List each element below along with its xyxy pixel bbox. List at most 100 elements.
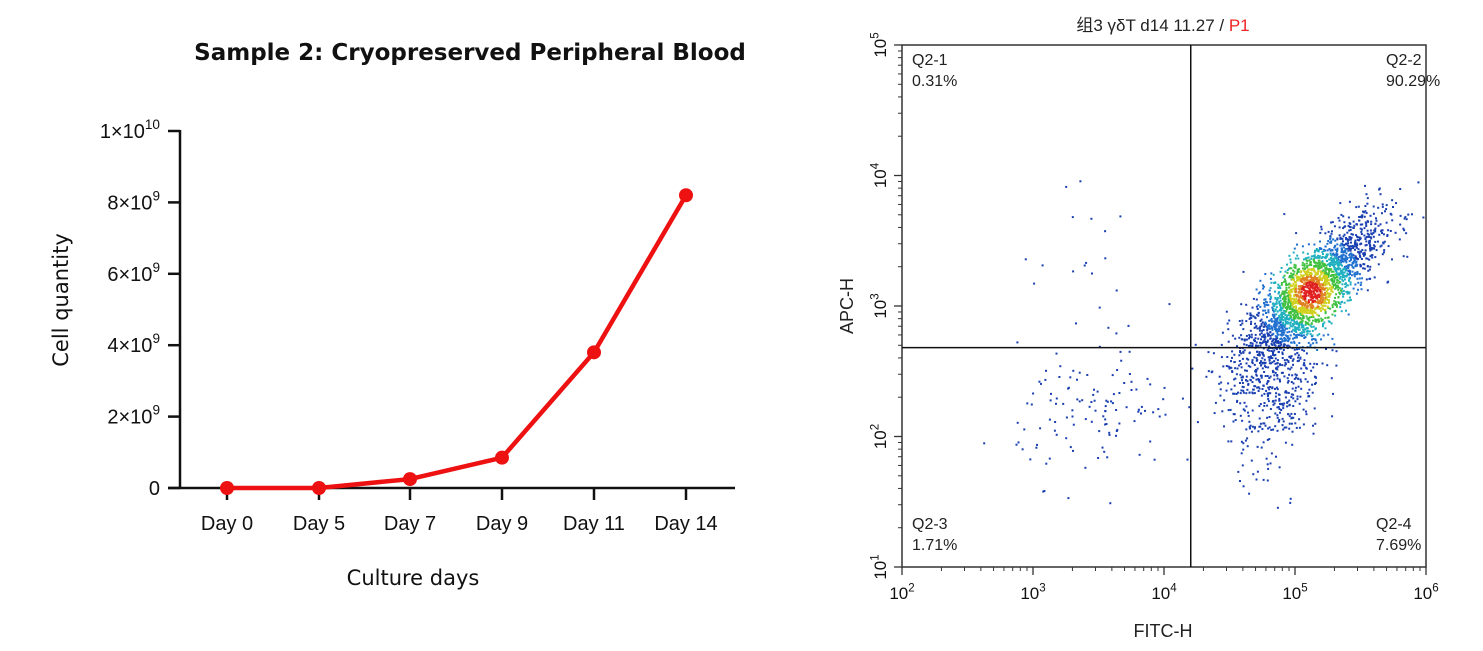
event-dot: [1319, 240, 1321, 243]
event-dot: [1205, 375, 1208, 378]
event-dot: [1363, 267, 1366, 270]
event-dot: [1333, 343, 1336, 346]
event-dot: [1312, 309, 1315, 312]
event-dot: [1379, 223, 1382, 226]
event-dot: [1284, 307, 1287, 309]
event-dot: [1325, 287, 1328, 290]
event-dot: [1300, 295, 1303, 298]
event-dot: [1335, 275, 1338, 278]
event-dot: [1281, 357, 1284, 359]
event-dot: [1260, 360, 1262, 363]
event-dot: [1164, 413, 1167, 416]
event-dot: [1262, 287, 1265, 290]
event-dot: [1336, 258, 1338, 261]
event-dot: [1298, 317, 1301, 320]
event-dot: [1039, 427, 1042, 430]
event-dot: [1320, 283, 1323, 286]
event-dot: [1273, 315, 1276, 318]
event-dot: [1318, 263, 1321, 266]
event-dot: [1305, 277, 1308, 279]
event-dot: [1348, 254, 1351, 256]
event-dot: [1278, 418, 1281, 421]
event-dot: [1288, 308, 1291, 310]
event-dot: [1323, 265, 1325, 268]
event-dot: [1254, 333, 1257, 336]
event-dot: [1322, 334, 1325, 337]
event-dot: [1331, 230, 1333, 233]
event-dot: [1266, 438, 1269, 441]
event-dot: [1304, 273, 1307, 276]
event-dot: [1261, 353, 1264, 356]
event-dot: [1345, 238, 1348, 241]
event-dot: [1291, 319, 1294, 322]
event-dot: [1281, 338, 1284, 341]
event-dot: [1342, 293, 1345, 296]
event-dot: [1300, 326, 1303, 329]
event-dot: [1242, 270, 1245, 273]
event-dot: [1101, 446, 1104, 449]
event-dot: [1238, 354, 1241, 357]
event-dot: [1320, 278, 1323, 281]
event-dot: [1309, 303, 1311, 306]
event-dot: [1372, 235, 1375, 238]
event-dot: [1312, 267, 1315, 270]
event-dot: [1320, 338, 1322, 341]
event-dot: [1319, 299, 1322, 302]
event-dot: [1354, 255, 1357, 258]
event-dot: [1342, 257, 1345, 260]
event-dot: [1302, 334, 1305, 337]
event-dot: [1308, 330, 1311, 333]
event-dot: [1282, 304, 1285, 307]
event-dot: [1254, 340, 1256, 342]
event-dot: [1275, 386, 1278, 389]
event-dot: [1299, 308, 1302, 311]
event-dot: [1323, 256, 1326, 259]
event-dot: [1242, 328, 1245, 331]
event-dot: [1317, 262, 1319, 265]
event-dot: [1286, 318, 1289, 321]
event-dot: [1207, 370, 1210, 373]
event-dot: [1302, 316, 1305, 319]
event-dot: [1332, 270, 1335, 273]
event-dot: [1350, 274, 1353, 277]
event-dot: [1325, 283, 1328, 286]
event-dot: [1276, 299, 1279, 301]
event-dot: [1295, 297, 1298, 300]
event-dot: [1293, 294, 1296, 297]
event-dot: [1313, 259, 1316, 262]
event-dot: [1370, 254, 1373, 257]
event-dot: [1313, 251, 1316, 254]
event-dot: [1329, 307, 1332, 310]
event-dot: [1353, 243, 1356, 246]
event-dot: [1312, 366, 1315, 369]
event-dot: [1241, 319, 1244, 322]
event-dot: [1269, 295, 1272, 298]
event-dot: [1291, 297, 1294, 300]
event-dot: [1267, 366, 1270, 369]
event-dot: [1291, 416, 1294, 419]
event-dot: [1331, 304, 1334, 307]
event-dot: [1334, 287, 1337, 290]
event-dot: [1318, 256, 1321, 259]
event-dot: [1144, 409, 1146, 412]
event-dot: [1334, 239, 1337, 242]
event-dot: [1294, 353, 1297, 356]
event-dot: [1280, 283, 1283, 286]
event-dot: [1286, 283, 1289, 286]
event-dot: [1340, 261, 1343, 264]
event-dot: [1272, 273, 1275, 276]
event-dot: [1320, 286, 1322, 289]
event-dot: [1276, 429, 1279, 432]
event-dot: [1282, 303, 1285, 305]
event-dot: [1261, 357, 1264, 360]
event-dot: [1305, 333, 1308, 336]
event-dot: [1238, 364, 1241, 367]
event-dot: [1286, 335, 1289, 338]
event-dot: [1043, 490, 1046, 492]
event-dot: [1035, 446, 1038, 449]
event-dot: [1277, 283, 1280, 286]
event-dot: [1270, 272, 1273, 275]
event-dot: [1338, 219, 1341, 222]
event-dot: [1268, 324, 1271, 327]
event-dot: [1289, 501, 1292, 504]
